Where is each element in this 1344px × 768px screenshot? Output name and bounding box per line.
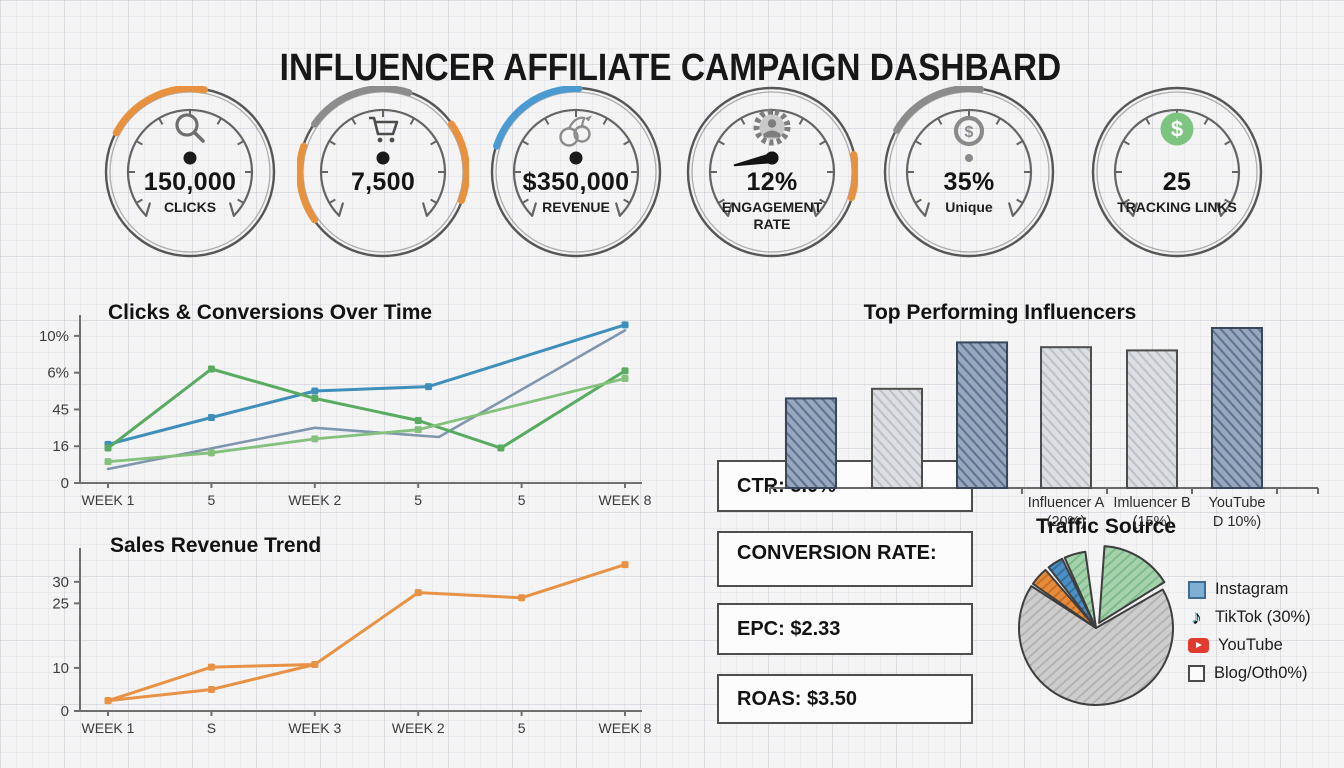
gauge-dial: [1091, 86, 1263, 258]
gauge-label: TRACKING LINKS: [1117, 199, 1237, 215]
svg-text:WEEK 1: WEEK 1: [82, 492, 135, 508]
svg-text:WEEK 8: WEEK 8: [599, 492, 652, 508]
cart-icon: [297, 110, 469, 150]
search-icon: [104, 110, 276, 150]
gauge-clicks: 150,000 CLICKS: [104, 86, 276, 258]
gauge-value: 7,500: [350, 168, 416, 196]
gauge-value: 12%: [746, 168, 798, 196]
svg-text:WEEK 2: WEEK 2: [288, 492, 341, 508]
gauge-label: REVENUE: [542, 199, 610, 215]
gauge-value: $350,000: [522, 168, 630, 196]
gauge-tracking-links: $ 25 TRACKING LINKS: [1091, 86, 1263, 258]
svg-text:6%: 6%: [47, 365, 69, 382]
kpi-conversion-rate: CONVERSION RATE:: [717, 531, 973, 587]
legend-item-instagram: Instagram: [1188, 579, 1311, 600]
traffic-source-pie: [1018, 545, 1174, 706]
sales-revenue-title: Sales Revenue Trend: [110, 534, 322, 557]
gauge-dial: [883, 86, 1055, 258]
gauge-value: 150,000: [143, 168, 237, 196]
gauge-label: Unique: [945, 199, 993, 215]
youtube-play-icon: [1188, 638, 1209, 653]
svg-text:WEEK 8: WEEK 8: [599, 720, 652, 736]
legend-label: TikTok (30%): [1215, 608, 1311, 626]
instagram-swatch-icon: [1188, 580, 1206, 599]
legend-item-tiktok: ♪ TikTok (30%): [1188, 607, 1311, 628]
kpi-epc-label: EPC: $2.33: [737, 617, 841, 640]
svg-text:25: 25: [52, 595, 69, 612]
gear-user-icon: [686, 104, 858, 150]
gauge-dial: [297, 86, 469, 258]
svg-text:5: 5: [208, 492, 216, 508]
legend-label: YouTube: [1218, 636, 1283, 654]
top-influencers-title: Top Performing Influencers: [863, 301, 1137, 324]
clicks-conversions-title: Clicks & Conversions Over Time: [108, 301, 433, 324]
traffic-source-legend: Instagram ♪ TikTok (30%) YouTube Blog/Ot…: [1188, 579, 1311, 684]
dollar-green-icon: $: [1091, 110, 1263, 150]
svg-text:30: 30: [52, 574, 69, 591]
kpi-ctr: CTR: 5.0%: [717, 460, 973, 512]
kpi-roas-label: ROAS: $3.50: [737, 687, 858, 710]
svg-text:10: 10: [52, 660, 69, 677]
gauge-revenue: $350,000 REVENUE: [490, 86, 662, 258]
svg-text:WEEK 1: WEEK 1: [82, 720, 135, 736]
gauge-value: 25: [1162, 168, 1192, 196]
svg-text:$: $: [1171, 117, 1183, 142]
traffic-source-title: Traffic Source: [1035, 515, 1177, 538]
svg-text:0: 0: [61, 703, 69, 720]
svg-text:5: 5: [518, 720, 526, 736]
blog-square-icon: [1188, 665, 1205, 682]
cherries-icon: [490, 110, 662, 150]
clicks-conversions-chart: 0 16 45 6% 10% WEEK 1 5 WEEK 2 5 5 WEEK 8: [39, 315, 652, 508]
dollar-circle-icon: $: [883, 114, 1055, 150]
gauge-engagement-rate: 12% ENGAGEMENT RATE: [686, 86, 858, 258]
svg-text:10%: 10%: [39, 328, 69, 345]
svg-text:0: 0: [61, 475, 69, 492]
legend-label: Instagram: [1215, 580, 1289, 598]
kpi-roas: ROAS: $3.50: [717, 674, 973, 724]
svg-text:WEEK 3: WEEK 3: [288, 720, 341, 736]
svg-text:5: 5: [518, 492, 526, 508]
svg-text:16: 16: [52, 438, 69, 455]
gauge-unique: $ 35% Unique: [883, 86, 1055, 258]
svg-text:WEEK 2: WEEK 2: [392, 720, 445, 736]
kpi-epc: EPC: $2.33: [717, 603, 973, 655]
svg-text:45: 45: [52, 401, 69, 418]
sales-revenue-chart: 0 10 25 30 WEEK 1 S WEEK 3 WEEK 2 5 WEEK 8: [52, 548, 652, 736]
page-title: INFLUENCER AFFILIATE CAMPAIGN DASHBARD: [279, 47, 1062, 90]
gauge-value: 35%: [943, 168, 995, 196]
kpi-conversion-rate-label: CONVERSION RATE:: [737, 542, 937, 564]
svg-text:$: $: [965, 124, 974, 141]
gauge-label: CLICKS: [163, 199, 217, 215]
tiktok-note-icon: ♪: [1192, 606, 1202, 629]
gauge-dial: [104, 86, 276, 258]
kpi-ctr-label: CTR: 5.0%: [737, 474, 836, 497]
svg-text:5: 5: [414, 492, 422, 508]
legend-label: Blog/Oth0%): [1214, 664, 1308, 682]
gauge-dial: [490, 86, 662, 258]
gauge-cart: 7,500: [297, 86, 469, 258]
gauge-label: ENGAGEMENT RATE: [721, 199, 823, 232]
svg-text:S: S: [207, 720, 216, 736]
legend-item-blog: Blog/Oth0%): [1188, 663, 1311, 684]
legend-item-youtube: YouTube: [1188, 635, 1311, 656]
